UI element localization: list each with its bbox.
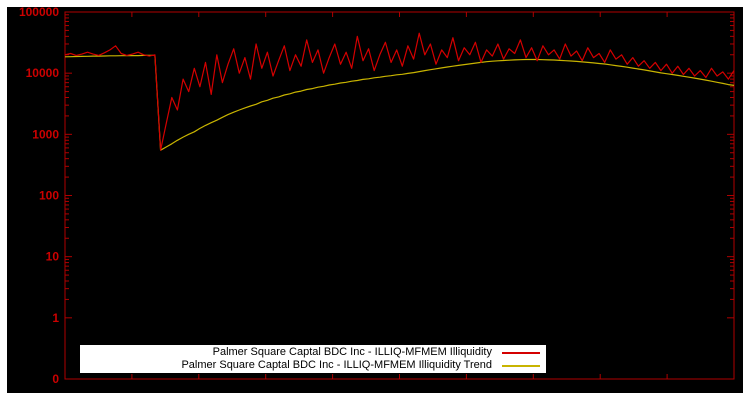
legend-item-trend: Palmer Square Captal BDC Inc - ILLIQ-MFM… [80, 359, 546, 372]
chart-legend: Palmer Square Captal BDC Inc - ILLIQ-MFM… [80, 345, 546, 373]
legend-line-sample-illiquidity [502, 351, 540, 354]
y-tick-label: 1000 [32, 127, 59, 141]
y-tick-label: 0 [52, 372, 59, 386]
y-tick-label: 100000 [19, 5, 59, 19]
legend-label-trend: Palmer Square Captal BDC Inc - ILLIQ-MFM… [181, 359, 492, 371]
plot-border [64, 11, 735, 380]
illiquidity-series-line [64, 32, 735, 151]
y-tick-label: 10 [46, 250, 60, 264]
chart-background-panel [7, 7, 743, 393]
legend-item-illiquidity: Palmer Square Captal BDC Inc - ILLIQ-MFM… [80, 346, 546, 359]
trend-series-line [64, 54, 735, 151]
y-tick-label: 1 [52, 311, 59, 325]
y-tick-label: 100 [39, 189, 59, 203]
legend-line-sample-trend [502, 364, 540, 367]
legend-label-illiquidity: Palmer Square Captal BDC Inc - ILLIQ-MFM… [212, 346, 492, 358]
y-tick-label: 10000 [26, 66, 60, 80]
